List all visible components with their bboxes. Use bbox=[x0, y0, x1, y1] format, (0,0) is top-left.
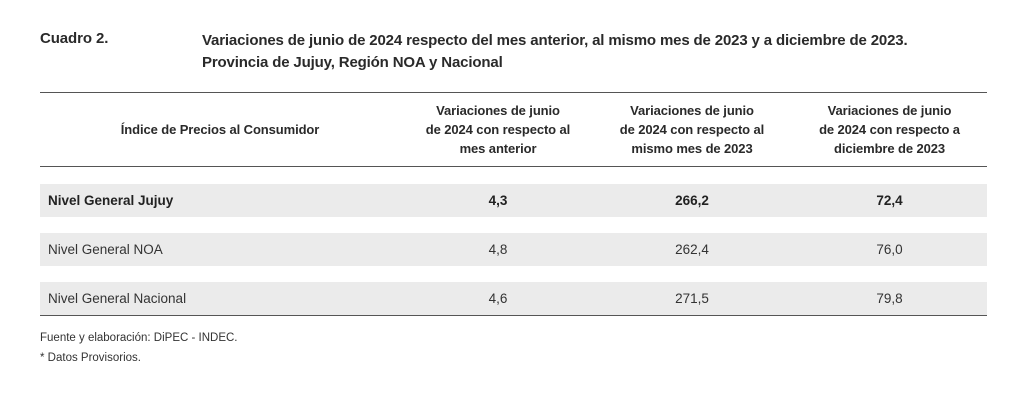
cuadro-title-line-2: Provincia de Jujuy, Región NOA y Naciona… bbox=[202, 54, 503, 71]
header-bottom-rule bbox=[40, 166, 987, 167]
interannual-variation-value: 271,5 bbox=[675, 291, 709, 306]
row-label: Nivel General Jujuy bbox=[48, 193, 174, 208]
header-accumulated-variation-line-1: Variaciones de junio bbox=[827, 103, 952, 118]
monthly-variation-value: 4,8 bbox=[488, 242, 508, 257]
header-monthly-variation: Variaciones de junio de 2024 con respect… bbox=[403, 101, 593, 158]
accumulated-variation-value: 79,8 bbox=[876, 291, 903, 306]
provisional-note: * Datos Provisorios. bbox=[40, 352, 141, 364]
accumulated-variation-value: 72,4 bbox=[876, 193, 903, 208]
header-accumulated-variation: Variaciones de junio de 2024 con respect… bbox=[792, 101, 987, 158]
header-monthly-variation-line-3: mes anterior bbox=[459, 141, 537, 156]
accumulated-variation-value: 76,0 bbox=[876, 242, 903, 257]
header-interannual-variation-line-1: Variaciones de junio bbox=[630, 103, 754, 118]
row-label: Nivel General NOA bbox=[48, 242, 163, 257]
row-label: Nivel General Nacional bbox=[48, 291, 187, 306]
header-monthly-variation-line-2: de 2024 con respecto al bbox=[425, 122, 571, 137]
source-note: Fuente y elaboración: DiPEC - INDEC. bbox=[40, 332, 238, 344]
monthly-variation-value: 4,3 bbox=[488, 193, 508, 208]
table-row: Nivel General Nacional 4,6 271,5 79,8 bbox=[40, 282, 987, 315]
header-interannual-variation: Variaciones de junio de 2024 con respect… bbox=[597, 101, 787, 158]
cuadro-label: Cuadro 2. bbox=[40, 30, 109, 47]
header-interannual-variation-line-3: mismo mes de 2023 bbox=[631, 141, 753, 156]
header-ipc: Índice de Precios al Consumidor bbox=[120, 122, 320, 137]
header-interannual-variation-line-2: de 2024 con respecto al bbox=[619, 122, 765, 137]
table-row: Nivel General Jujuy 4,3 266,2 72,4 bbox=[40, 184, 987, 217]
interannual-variation-value: 262,4 bbox=[675, 242, 709, 257]
cuadro-title-line-1: Variaciones de junio de 2024 respecto de… bbox=[202, 32, 908, 49]
table-top-rule bbox=[40, 92, 987, 93]
cuadro-title: Variaciones de junio de 2024 respecto de… bbox=[202, 30, 1002, 74]
footnotes: Fuente y elaboración: DiPEC - INDEC. * D… bbox=[40, 328, 238, 368]
table-bottom-rule bbox=[40, 315, 987, 316]
header-monthly-variation-line-1: Variaciones de junio bbox=[436, 103, 560, 118]
header-accumulated-variation-line-2: de 2024 con respecto a bbox=[819, 122, 960, 137]
monthly-variation-value: 4,6 bbox=[488, 291, 508, 306]
interannual-variation-value: 266,2 bbox=[675, 193, 709, 208]
header-accumulated-variation-line-3: diciembre de 2023 bbox=[833, 141, 946, 156]
table-row: Nivel General NOA 4,8 262,4 76,0 bbox=[40, 233, 987, 266]
